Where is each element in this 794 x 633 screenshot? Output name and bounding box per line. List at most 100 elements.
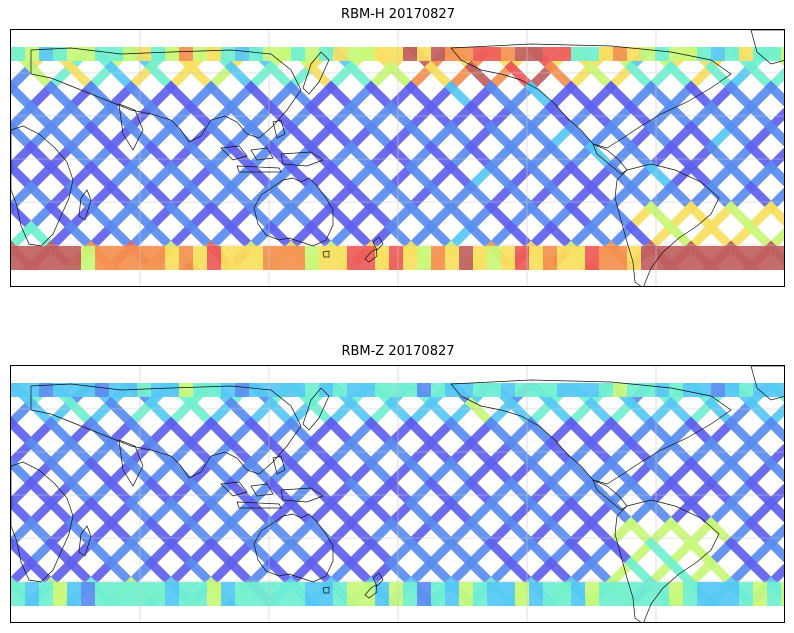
band-cell bbox=[529, 582, 543, 606]
swath-segment bbox=[524, 160, 558, 194]
swath-segment bbox=[584, 516, 618, 550]
coastline bbox=[272, 119, 286, 139]
band-cell bbox=[319, 582, 333, 606]
swath-segment bbox=[544, 200, 578, 234]
swath-segment bbox=[11, 220, 38, 254]
swath-segment bbox=[444, 436, 478, 470]
swath-segment bbox=[504, 140, 538, 174]
mask-top bbox=[11, 30, 784, 47]
band-cell bbox=[109, 246, 123, 270]
swath-segment bbox=[104, 496, 138, 530]
swath-segment bbox=[724, 60, 758, 94]
band-cell bbox=[207, 246, 221, 270]
band-cell bbox=[557, 582, 571, 606]
swath-segment bbox=[64, 416, 98, 450]
swath-segment bbox=[124, 200, 158, 234]
swath-segment bbox=[564, 160, 598, 194]
band-cell bbox=[501, 246, 515, 270]
swath-segment bbox=[764, 523, 784, 550]
band-cell bbox=[305, 383, 319, 397]
swath-segment bbox=[24, 496, 58, 530]
swath-segment bbox=[424, 140, 458, 174]
band-cell bbox=[641, 47, 655, 61]
band-cell bbox=[543, 246, 557, 270]
swath-segment bbox=[184, 60, 218, 94]
swath-segment bbox=[744, 200, 778, 234]
band-cell bbox=[767, 383, 781, 397]
swath-segment bbox=[244, 496, 278, 530]
swath-segment bbox=[544, 516, 578, 550]
swath-segment bbox=[184, 120, 218, 154]
swath-segment bbox=[204, 536, 238, 570]
swath-segment bbox=[404, 536, 438, 570]
swath-segment bbox=[124, 100, 158, 134]
swath-segment bbox=[84, 200, 118, 234]
swath-segment bbox=[624, 60, 658, 94]
band-cell bbox=[753, 246, 767, 270]
band-cell bbox=[515, 582, 529, 606]
swath-segment bbox=[284, 180, 318, 214]
swath-segment bbox=[544, 476, 578, 510]
band-cell bbox=[11, 246, 25, 270]
swath-segment bbox=[64, 516, 98, 550]
band-cell bbox=[25, 383, 39, 397]
swath-segment bbox=[184, 140, 218, 174]
swath-segment bbox=[484, 436, 518, 470]
band-cell bbox=[25, 47, 39, 61]
swath-segment bbox=[524, 200, 558, 234]
band-cell bbox=[109, 47, 123, 61]
swath-segment bbox=[384, 60, 418, 94]
swath-segment bbox=[664, 456, 698, 490]
swath-segment bbox=[364, 456, 398, 490]
band-cell bbox=[767, 582, 781, 606]
coastline bbox=[220, 481, 324, 509]
graticule bbox=[11, 366, 784, 622]
swath-segment bbox=[744, 536, 778, 570]
swath-segment bbox=[624, 416, 658, 450]
band-cell bbox=[781, 246, 784, 270]
band-cell bbox=[529, 383, 543, 397]
coastline bbox=[614, 163, 720, 286]
swath-segment bbox=[704, 476, 738, 510]
swath-segment bbox=[384, 220, 418, 254]
band-cell bbox=[501, 47, 515, 61]
swath-segment bbox=[444, 200, 478, 234]
swath-segment bbox=[164, 220, 198, 254]
swath-segment bbox=[684, 60, 718, 94]
swath-segment bbox=[644, 60, 678, 94]
swath-segment bbox=[624, 556, 658, 590]
swath-segment bbox=[604, 220, 638, 254]
swath-segment bbox=[684, 536, 718, 570]
swath-segment bbox=[44, 140, 78, 174]
swath-segment bbox=[324, 536, 358, 570]
panel-title-rbm-h: RBM-H 20170827 bbox=[341, 7, 455, 22]
band-cell bbox=[417, 246, 431, 270]
swath-segment bbox=[404, 496, 438, 530]
swath-segment bbox=[84, 180, 118, 214]
band-cell bbox=[753, 582, 767, 606]
swath-segment bbox=[44, 100, 78, 134]
band-cell bbox=[67, 47, 81, 61]
band-cell bbox=[249, 582, 263, 606]
swath-segment bbox=[504, 456, 538, 490]
swath-segment bbox=[244, 396, 278, 430]
swath-segment bbox=[724, 200, 758, 234]
swath-segment bbox=[484, 456, 518, 490]
swath-segment bbox=[724, 556, 758, 590]
swath-segment bbox=[224, 80, 258, 114]
swath-segment bbox=[364, 516, 398, 550]
swath-segment bbox=[524, 60, 558, 94]
swath-segment bbox=[284, 536, 318, 570]
band-cell bbox=[221, 383, 235, 397]
swath-segment bbox=[664, 416, 698, 450]
swath-segment bbox=[504, 416, 538, 450]
band-cell bbox=[389, 582, 403, 606]
swath-segment bbox=[224, 396, 258, 430]
band-cell bbox=[725, 47, 739, 61]
swath-segment bbox=[224, 476, 258, 510]
swath-segment bbox=[404, 556, 438, 590]
swath-segment bbox=[604, 140, 638, 174]
band-cell bbox=[137, 383, 151, 397]
swath-segment bbox=[504, 200, 538, 234]
band-cell bbox=[151, 47, 165, 61]
